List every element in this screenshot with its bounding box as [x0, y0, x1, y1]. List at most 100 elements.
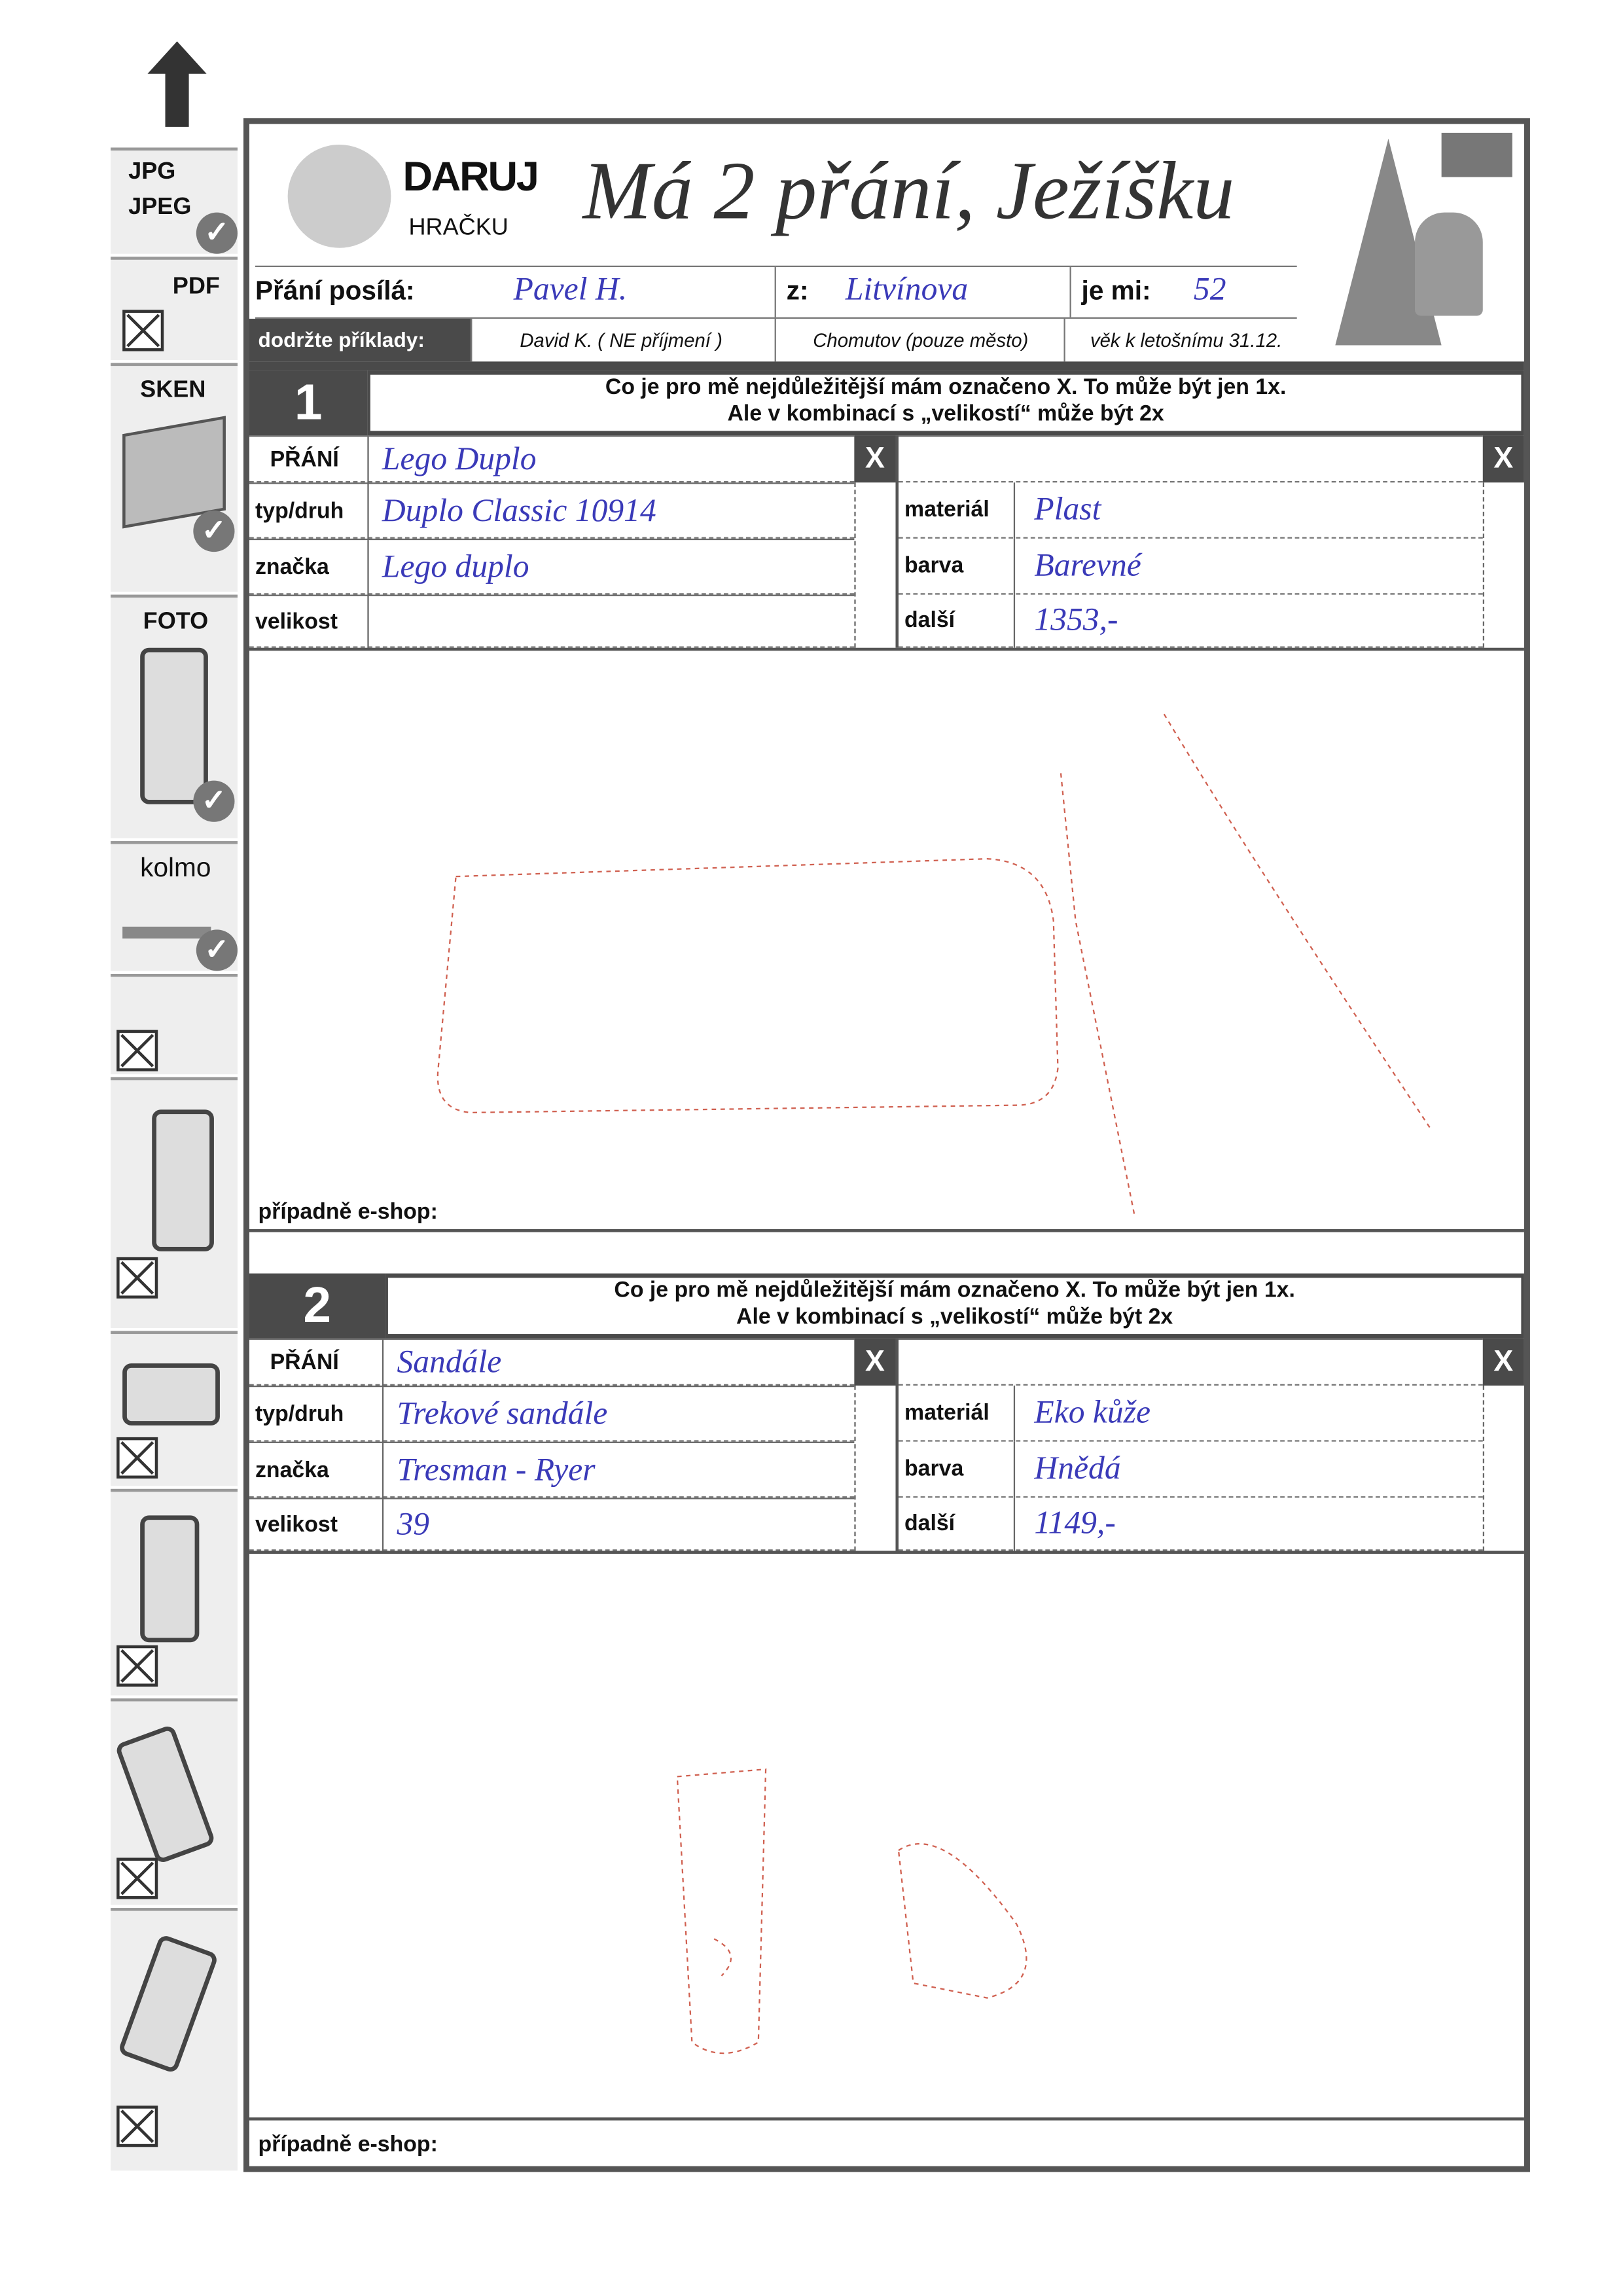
- age-value[interactable]: 52: [1193, 270, 1226, 307]
- example-age: věk k letošnímu 31.12.: [1063, 318, 1307, 362]
- eshop-row: případně e-shop:: [249, 2117, 1524, 2174]
- row-wish: PŘÁNÍ Sandále: [249, 1338, 855, 1388]
- value-size[interactable]: 39: [397, 1505, 430, 1542]
- sketch-drawing-2: [676, 1768, 1027, 2054]
- value-type[interactable]: Trekové sandále: [397, 1394, 608, 1431]
- cross-icon: [116, 1257, 158, 1299]
- label-other: další: [904, 1511, 955, 1536]
- value-wish[interactable]: Lego Duplo: [382, 439, 537, 477]
- sidebar-sken: SKEN ✓: [111, 363, 238, 592]
- label-other: další: [904, 607, 955, 634]
- label-brand: značka: [255, 1458, 329, 1483]
- instruction-line-2: Ale v kombinací s „velikostí“ může být 2…: [736, 1304, 1173, 1330]
- value-material[interactable]: Eko kůže: [1034, 1393, 1151, 1430]
- value-type[interactable]: Duplo Classic 10914: [382, 491, 656, 529]
- up-arrow-icon: [147, 41, 207, 137]
- santa-logo-illustration: [287, 144, 391, 248]
- phone-hand-icon: [122, 1363, 220, 1426]
- sidebar-photo-far: [111, 1488, 238, 1696]
- label-wish: PŘÁNÍ: [270, 447, 339, 473]
- wish-form: DARUJ HRAČKU Má 2 přání, Ježíšku Přání p…: [243, 118, 1530, 2172]
- row-other: další 1353,-: [898, 594, 1483, 648]
- label-color: barva: [904, 553, 964, 579]
- value-color[interactable]: Barevné: [1034, 546, 1141, 583]
- phone-hand-icon: [117, 1933, 219, 2074]
- cross-icon: [116, 1030, 158, 1071]
- priority-x-right[interactable]: X: [1482, 1338, 1524, 1386]
- row-type: typ/druh Duplo Classic 10914: [249, 482, 855, 541]
- logo-daruj: DARUJ: [402, 153, 539, 200]
- value-other[interactable]: 1353,-: [1034, 600, 1118, 637]
- sender-row: Přání posílá: Pavel H. z: Litvínova je m…: [255, 265, 1297, 319]
- label-size: velikost: [255, 1512, 338, 1538]
- row-color: barva Hnědá: [898, 1441, 1483, 1498]
- eshop-label: případně e-shop:: [258, 2132, 438, 2158]
- sidebar-photo-skewed: [111, 1908, 238, 2171]
- value-wish[interactable]: Sandále: [397, 1342, 502, 1380]
- row-size: velikost: [249, 594, 855, 649]
- cross-icon: [116, 1437, 158, 1479]
- from-value[interactable]: Litvínova: [845, 270, 969, 307]
- kolmo-label: kolmo: [140, 853, 211, 883]
- age-label: je mi:: [1081, 276, 1151, 306]
- cross-icon: [116, 1857, 158, 1899]
- page-title: Má 2 přání, Ježíšku: [582, 146, 1235, 238]
- value-other[interactable]: 1149,-: [1034, 1503, 1116, 1541]
- priority-x-right[interactable]: X: [1482, 435, 1524, 483]
- value-brand[interactable]: Tresman - Ryer: [397, 1450, 596, 1488]
- phone-hand-icon: [140, 1515, 200, 1643]
- row-wish-alt[interactable]: [898, 435, 1483, 483]
- value-color[interactable]: Hnědá: [1034, 1448, 1121, 1486]
- sender-label: Přání posílá:: [255, 276, 415, 306]
- label-material: materiál: [904, 1400, 990, 1426]
- label-brand: značka: [255, 554, 329, 581]
- row-wish: PŘÁNÍ Lego Duplo: [249, 435, 855, 484]
- label-type: typ/druh: [255, 1401, 344, 1427]
- sidebar-photo-rotated: [111, 1698, 238, 1905]
- instruction-line-1: Co je pro mě nejdůležitější mám označeno…: [614, 1278, 1295, 1303]
- label-material: materiál: [904, 497, 990, 523]
- value-brand[interactable]: Lego duplo: [382, 547, 529, 584]
- section-number: 1: [249, 370, 368, 436]
- row-wish-alt[interactable]: [898, 1338, 1483, 1386]
- check-icon: ✓: [193, 511, 235, 552]
- row-other: další 1149,-: [898, 1498, 1483, 1551]
- jpg-label: JPG: [128, 159, 176, 185]
- priority-x-left[interactable]: X: [854, 435, 896, 483]
- phone-hand-icon: [140, 647, 208, 804]
- sketch-drawing-1: [437, 713, 1431, 1216]
- value-material[interactable]: Plast: [1034, 490, 1101, 527]
- priority-x-left[interactable]: X: [854, 1338, 896, 1386]
- foto-label: FOTO: [143, 609, 209, 635]
- example-name: David K. ( NE příjmení ): [471, 318, 770, 362]
- row-material: materiál Eko kůže: [898, 1385, 1483, 1442]
- sidebar-pdf: PDF: [111, 257, 238, 361]
- row-color: barva Barevné: [898, 538, 1483, 595]
- section-instructions: Co je pro mě nejdůležitější mám označeno…: [370, 374, 1522, 431]
- instruction-line-1: Co je pro mě nejdůležitější mám označeno…: [605, 374, 1287, 400]
- row-brand: značka Lego duplo: [249, 538, 855, 596]
- eshop-label: případně e-shop:: [258, 1199, 438, 1225]
- label-color: barva: [904, 1456, 964, 1482]
- sender-value[interactable]: Pavel H.: [513, 270, 628, 307]
- child-writing-illustration: [1415, 212, 1483, 316]
- label-size: velikost: [255, 609, 338, 635]
- jpeg-label: JPEG: [128, 194, 192, 220]
- sidebar-photo-tilted: [111, 1077, 238, 1329]
- sidebar-kolmo: kolmo ✓: [111, 841, 238, 971]
- row-size: velikost 39: [249, 1498, 855, 1552]
- wish-section-2: 2 Co je pro mě nejdůležitější mám označen…: [249, 1273, 1524, 2174]
- row-type: typ/druh Trekové sandále: [249, 1385, 855, 1443]
- sidebar-foto: FOTO ✓: [111, 594, 238, 838]
- label-wish: PŘÁNÍ: [270, 1350, 339, 1376]
- phone-hand-icon: [152, 1109, 214, 1251]
- example-city: Chomutov (pouze město): [774, 318, 1065, 362]
- section-instructions: Co je pro mě nejdůležitější mám označeno…: [387, 1278, 1522, 1335]
- pdf-label: PDF: [172, 274, 220, 300]
- sken-label: SKEN: [140, 378, 206, 403]
- sidebar-angled: [111, 973, 238, 1075]
- wish-section-1: 1 Co je pro mě nejdůležitější mám označen…: [249, 370, 1524, 1274]
- logo-hracku: HRAČKU: [408, 215, 508, 241]
- check-icon: ✓: [196, 929, 238, 971]
- row-brand: značka Tresman - Ryer: [249, 1441, 855, 1499]
